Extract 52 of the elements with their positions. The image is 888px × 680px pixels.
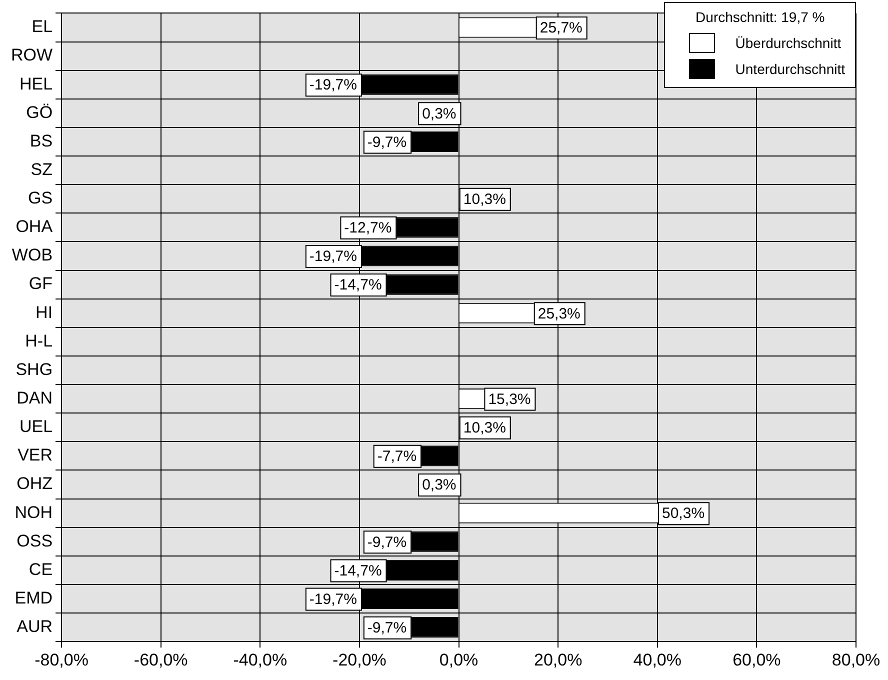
y-tick-label: ROW xyxy=(11,46,53,65)
legend-label: Unterdurchschnitt xyxy=(735,61,845,77)
y-tick-label: EMD xyxy=(14,588,53,608)
data-label: 10,3% xyxy=(463,191,506,208)
y-tick-label: UEL xyxy=(19,417,53,436)
y-tick-label: AUR xyxy=(16,617,53,636)
data-label: -7,7% xyxy=(377,448,417,466)
y-tick-label: HI xyxy=(36,302,53,322)
legend-label: Überdurchschnitt xyxy=(735,35,842,51)
y-tick-label: WOB xyxy=(12,246,53,265)
y-tick-label: OSS xyxy=(16,531,53,550)
data-label: 25,3% xyxy=(538,305,580,322)
y-tick-label: OHZ xyxy=(16,474,53,494)
y-tick-label: CE xyxy=(28,560,53,579)
y-tick-label: H-L xyxy=(25,331,53,350)
x-tick-label: 40,0% xyxy=(633,650,682,670)
x-tick-label: -20,0% xyxy=(332,650,386,670)
data-label: -14,7% xyxy=(334,276,382,294)
y-tick-label: SZ xyxy=(30,160,53,179)
data-label: -19,7% xyxy=(309,590,357,608)
y-tick-label: GÖ xyxy=(26,102,53,122)
data-label: -19,7% xyxy=(309,76,357,94)
y-tick-label: GS xyxy=(28,188,53,208)
y-tick-label: GF xyxy=(28,274,53,294)
data-label: 0,3% xyxy=(422,476,456,494)
x-tick-label: 80,0% xyxy=(832,650,880,670)
data-label: -9,7% xyxy=(367,534,407,551)
x-tick-label: 20,0% xyxy=(534,650,582,670)
data-label: -14,7% xyxy=(334,562,382,580)
y-tick-label: VER xyxy=(18,446,53,465)
data-label: 50,3% xyxy=(662,505,705,522)
data-label: 25,7% xyxy=(540,20,582,37)
x-tick-label: -80,0% xyxy=(34,650,88,670)
data-label: 0,3% xyxy=(422,105,456,122)
x-tick-label: 60,0% xyxy=(732,650,781,670)
data-label: -9,7% xyxy=(367,134,407,151)
data-label: -19,7% xyxy=(309,248,357,266)
y-tick-label: SHG xyxy=(16,360,53,379)
y-tick-label: DAN xyxy=(16,388,53,408)
data-label: 15,3% xyxy=(488,390,531,408)
y-tick-label: OHA xyxy=(16,217,54,236)
data-label: -12,7% xyxy=(344,220,392,237)
x-tick-label: -40,0% xyxy=(233,650,288,670)
data-label: -9,7% xyxy=(367,619,407,636)
legend-title: Durchschnitt: 19,7 % xyxy=(694,9,826,25)
data-label: 10,3% xyxy=(463,420,506,437)
x-tick-label: -60,0% xyxy=(134,650,188,670)
y-tick-label: HEL xyxy=(19,74,53,94)
x-tick-label: 0,0% xyxy=(439,650,478,670)
y-tick-label: NOH xyxy=(14,502,53,522)
y-tick-label: EL xyxy=(32,17,53,36)
y-tick-label: BS xyxy=(30,131,53,150)
